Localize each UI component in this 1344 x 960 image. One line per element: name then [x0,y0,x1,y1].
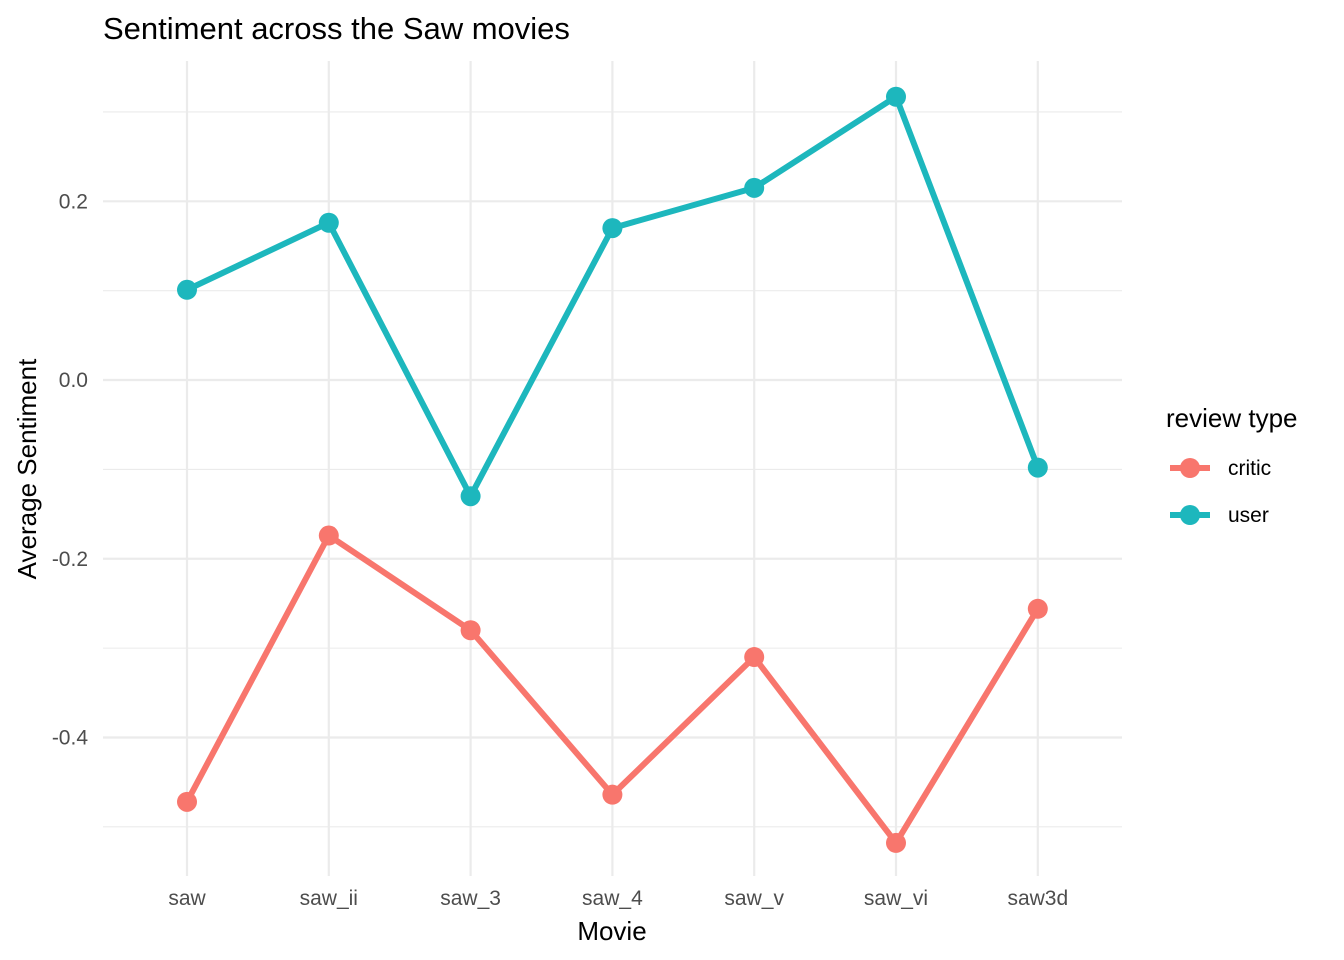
data-point-critic [460,620,481,641]
legend-title: review type [1166,403,1298,433]
x-tick-label: saw3d [1007,887,1068,910]
y-tick-label: 0.0 [59,369,88,392]
data-point-user [744,177,765,198]
data-point-critic [177,791,197,812]
data-point-critic [744,647,765,668]
legend-items: critic user [1170,457,1271,527]
data-point-user [602,218,623,239]
legend: review type critic user [1166,403,1298,527]
legend-key-point [1180,505,1200,525]
data-point-critic [602,784,623,805]
x-tick-label: saw [168,887,206,910]
plot-grid [103,61,1122,876]
x-axis-title: Movie [577,916,646,946]
x-axis-ticks: saw saw_ii saw_3 saw_4 saw_v saw_vi saw3d [168,887,1068,910]
data-point-user [886,86,906,107]
x-tick-label: saw_v [724,887,784,910]
data-point-critic [886,832,906,853]
x-tick-label: saw_vi [864,887,928,910]
data-point-critic [318,525,339,546]
series-layer [177,86,1048,853]
x-tick-label: saw_ii [300,887,358,910]
y-axis-title: Average Sentiment [12,358,42,579]
series-user [177,86,1048,507]
chart-title: Sentiment across the Saw movies [103,11,570,46]
data-point-user [177,279,197,300]
data-point-user [318,212,339,233]
data-point-user [1027,457,1048,478]
data-point-user [460,486,481,507]
legend-item-user: user [1170,504,1269,527]
x-tick-label: saw_4 [582,887,643,910]
legend-label: user [1228,504,1269,527]
y-axis-ticks: -0.4 -0.2 0.0 0.2 [52,190,89,749]
legend-item-critic: critic [1170,457,1271,480]
y-tick-label: -0.2 [52,548,88,571]
legend-key-point [1180,458,1200,478]
data-point-critic [1027,598,1048,619]
series-critic [177,525,1048,853]
y-tick-label: 0.2 [59,190,88,213]
legend-label: critic [1228,457,1271,480]
y-tick-label: -0.4 [52,726,89,749]
x-tick-label: saw_3 [440,887,501,910]
